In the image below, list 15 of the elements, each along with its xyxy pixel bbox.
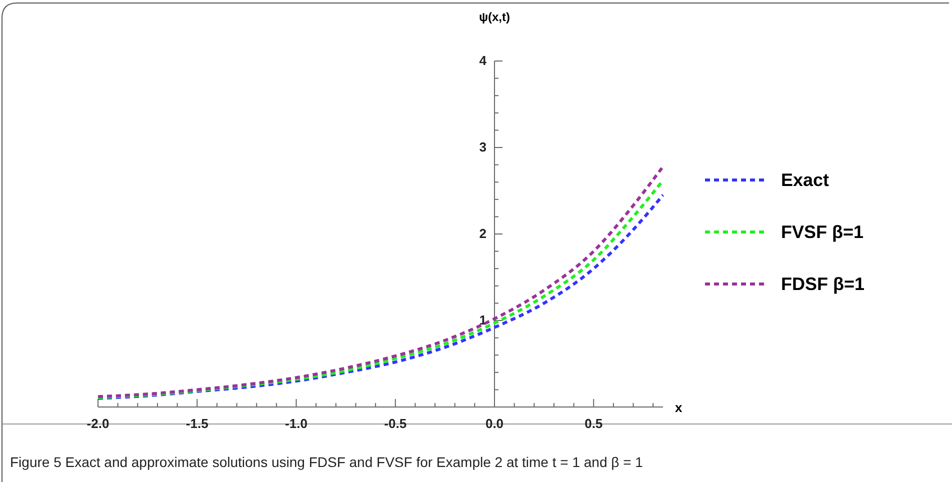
x-tick-label: -1.5 (186, 416, 208, 432)
y-tick-label: 2 (479, 226, 486, 242)
x-tick-label: -0.5 (384, 416, 407, 432)
y-tick-label: 3 (479, 140, 486, 155)
x-tick-label: 0.5 (584, 416, 603, 432)
x-tick-label: -1.0 (285, 416, 308, 432)
legend-label: Exact (781, 170, 830, 190)
x-tick-label: 0.0 (485, 416, 504, 432)
x-tick-label: -2.0 (86, 416, 110, 432)
y-axis-title: ψ(x,t) (478, 10, 510, 24)
legend-label: FDSF β=1 (781, 274, 865, 294)
legend-label: FVSF β=1 (781, 222, 864, 242)
caption: Figure 5 Exact and approximate solutions using FDSF and FVSF for Example 2 at time t = 1 and β = 1 (10, 454, 644, 470)
x-axis-title: x (675, 400, 683, 415)
y-tick-label: 4 (479, 53, 488, 68)
